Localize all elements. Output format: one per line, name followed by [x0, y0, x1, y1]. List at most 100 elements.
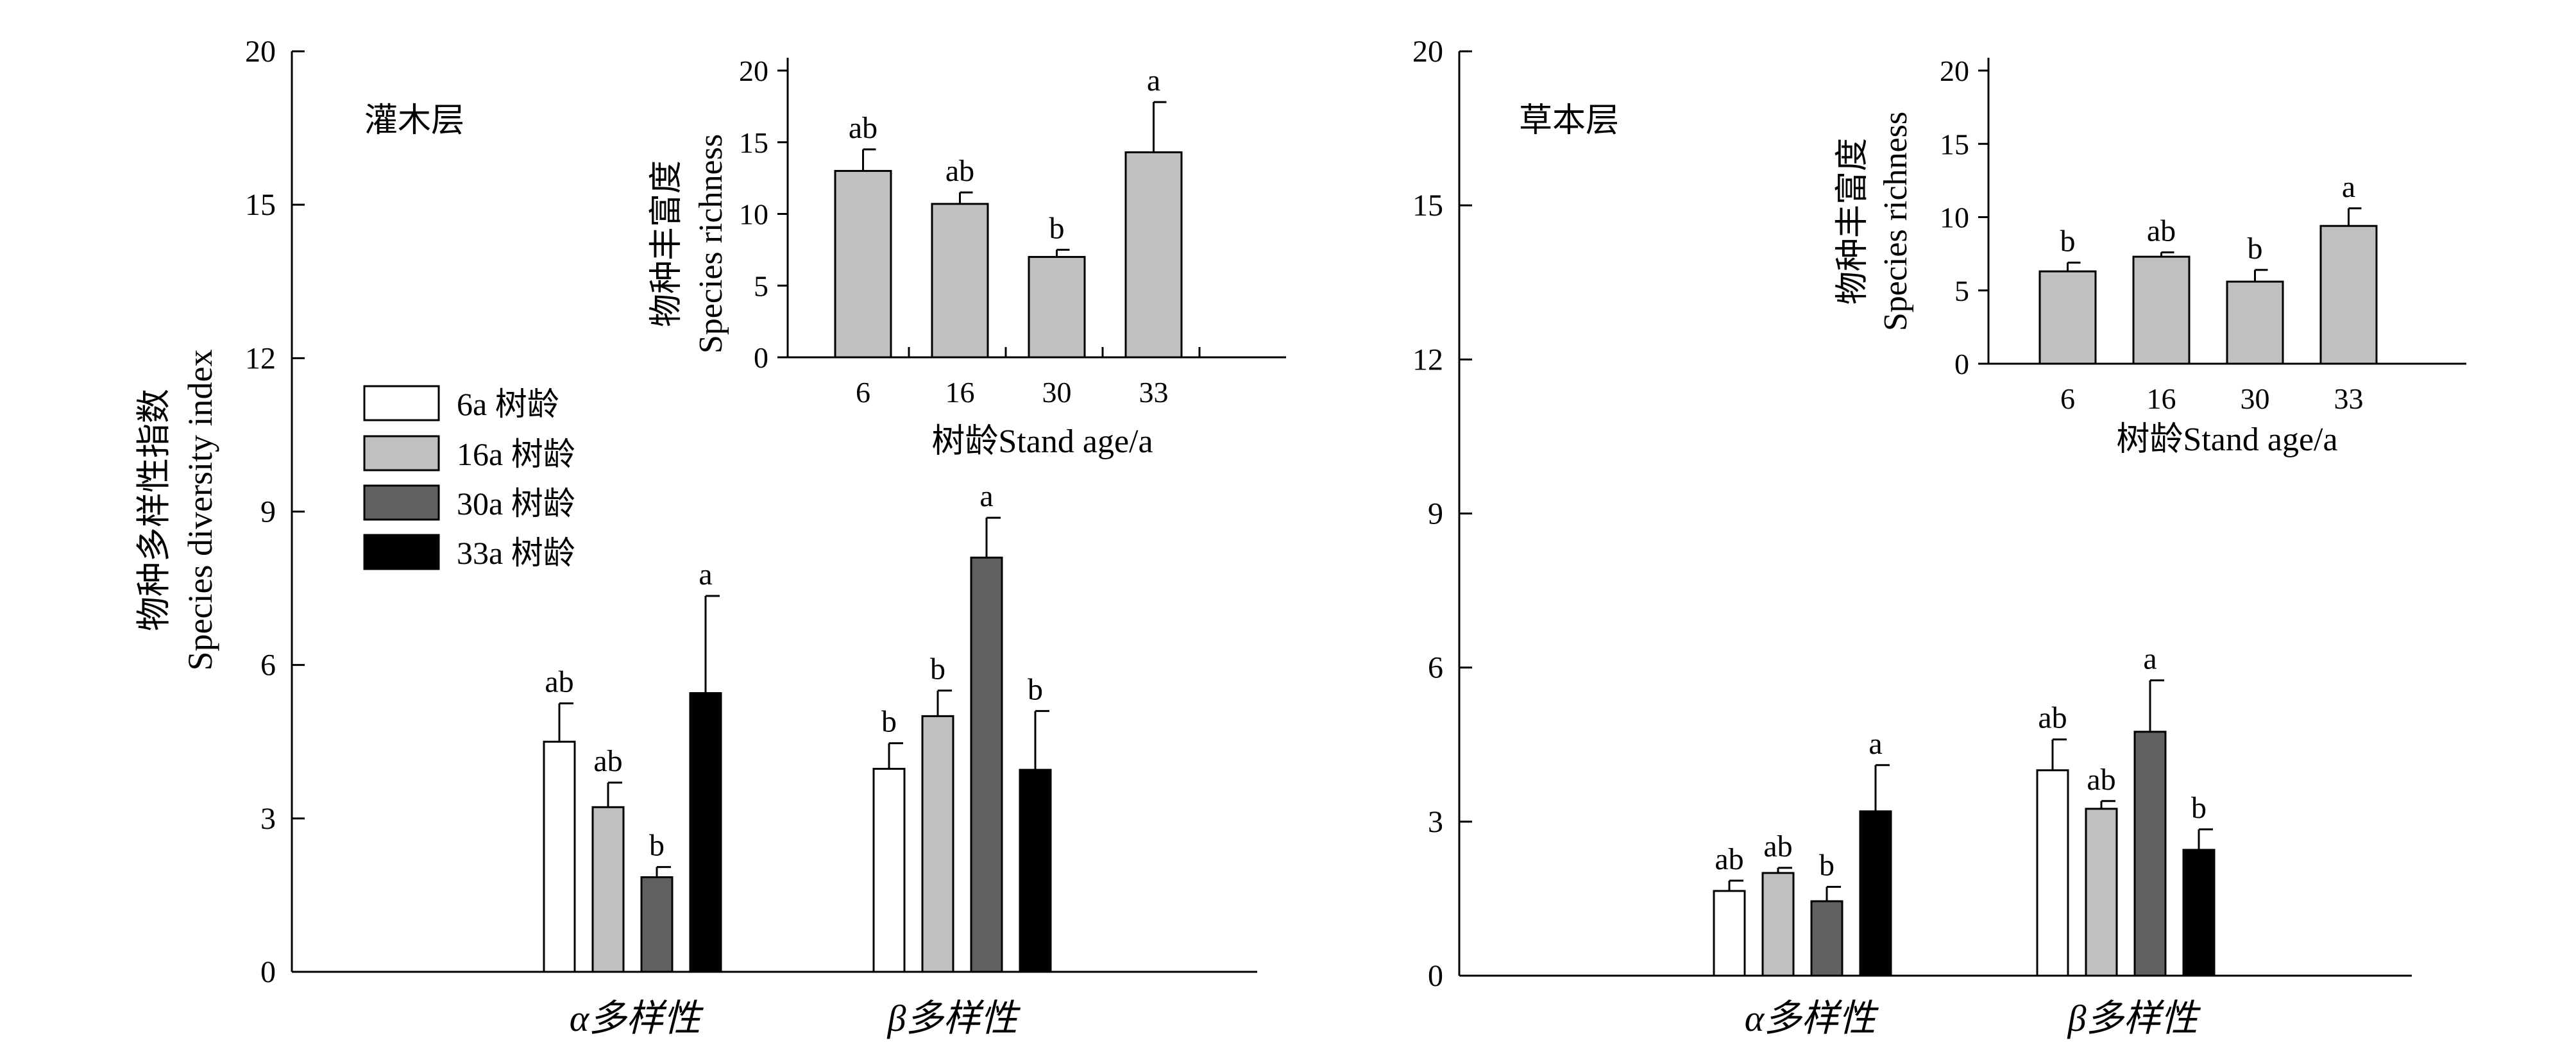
bar	[1713, 890, 1746, 977]
significance-label: ab	[2087, 763, 2115, 797]
inset-y-tick-label: 10	[1940, 201, 1969, 234]
legend-label-16a: 16a 树龄	[457, 436, 575, 472]
inset-y-tick-label: 15	[739, 126, 768, 159]
inset-significance-label: a	[1147, 64, 1160, 98]
y-tick-label: 15	[1412, 189, 1443, 223]
significance-label: ab	[1763, 829, 1792, 863]
inset-bar	[1124, 151, 1183, 359]
bar	[1761, 872, 1795, 977]
legend-swatch-16a	[363, 435, 440, 471]
x-category-label: α多样性	[570, 997, 704, 1039]
significance-label: ab	[545, 665, 573, 699]
significance-label: a	[979, 479, 993, 513]
y-tick-label: 12	[245, 341, 276, 375]
inset-y-tick-label: 0	[754, 341, 768, 374]
inset-x-tick-label: 33	[1139, 376, 1169, 409]
inset-ylabel-cn-shrub: 物种丰富度	[648, 160, 685, 327]
bar	[591, 806, 625, 973]
inset-significance-label: b	[2248, 232, 2263, 266]
significance-label: b	[881, 705, 897, 739]
bar	[2182, 849, 2216, 977]
y-tick-label: 6	[1428, 651, 1443, 685]
significance-label: b	[649, 829, 665, 863]
significance-label: b	[1028, 672, 1043, 706]
inset-xlabel-shrub: 树龄Stand age/a	[931, 423, 1153, 460]
legend-swatch-30a	[363, 484, 440, 521]
inset-x-tick-label: 6	[856, 376, 870, 409]
inset-bar	[2226, 280, 2284, 365]
inset-y-tick-label: 20	[1940, 55, 1969, 87]
x-category-label: β多样性	[2067, 997, 2201, 1039]
bar	[921, 715, 954, 973]
inset-significance-label: ab	[2147, 214, 2176, 248]
inset-ylabel-en-shrub: Species richness	[693, 134, 729, 353]
significance-label: a	[1868, 727, 1882, 761]
legend-label-33a: 33a 树龄	[457, 535, 575, 571]
y-tick-label: 20	[1412, 35, 1443, 69]
bar	[543, 740, 576, 973]
y-tick-label: 3	[260, 802, 276, 836]
y-tick-label: 0	[1428, 959, 1443, 993]
inset-bar	[2132, 255, 2190, 365]
x-category-label: α多样性	[1745, 997, 1879, 1039]
inset-significance-label: ab	[945, 154, 974, 188]
inset-y-tick-label: 15	[1940, 128, 1969, 160]
inset-y-tick-label: 10	[739, 198, 768, 231]
significance-label: a	[699, 557, 712, 591]
inset-significance-label: a	[2342, 170, 2355, 204]
significance-label: b	[1819, 849, 1835, 883]
legend-swatch-33a	[363, 534, 440, 570]
inset-significance-label: b	[1049, 211, 1065, 245]
y-tick-label: 0	[260, 955, 276, 989]
inset-chart: 0 5 10 15 20 ab ab b a 6 16 30 33	[739, 55, 1286, 409]
inset-bar	[834, 169, 892, 359]
inset-x-tick-label: 33	[2334, 382, 2364, 415]
legend: 6a 树龄 16a 树龄 30a 树龄 33a 树龄	[363, 385, 575, 571]
y-tick-label: 3	[1428, 805, 1443, 839]
y-tick-label: 15	[245, 188, 276, 222]
panel-title-herb: 草本层	[1519, 103, 1619, 139]
inset-y-tick-label: 5	[1954, 275, 1969, 307]
significance-label: b	[2191, 791, 2207, 825]
inset-x-tick-label: 16	[945, 376, 975, 409]
x-category-label: β多样性	[887, 997, 1021, 1039]
bar	[970, 556, 1003, 973]
y-tick-label: 6	[260, 649, 276, 683]
inset-bar	[931, 203, 989, 359]
y-tick-label: 9	[260, 495, 276, 529]
significance-label: b	[930, 652, 945, 686]
inset-x-tick-label: 30	[2241, 382, 2270, 415]
legend-swatch-6a	[363, 385, 440, 421]
inset-x-tick-label: 6	[2060, 382, 2075, 415]
inset-bar	[2319, 225, 2378, 365]
inset-ylabel-cn-herb: 物种丰富度	[1835, 138, 1871, 305]
inset-bar	[1028, 256, 1086, 359]
y-tick-label: 9	[1428, 497, 1443, 531]
bar	[872, 768, 906, 973]
inset-bar	[2038, 270, 2097, 365]
bar	[2085, 808, 2118, 977]
bar	[1810, 900, 1843, 977]
bar	[1859, 810, 1892, 977]
bar	[1019, 768, 1052, 973]
bar	[640, 876, 674, 973]
inset-xlabel-herb: 树龄Stand age/a	[2116, 421, 2337, 458]
panel-title-shrub: 灌木层	[364, 103, 464, 139]
y-axis-title-en: Species diversity index	[181, 350, 219, 671]
inset-y-tick-label: 5	[754, 269, 768, 302]
bar	[2133, 731, 2167, 977]
significance-label: ab	[1715, 842, 1743, 876]
inset-x-tick-label: 16	[2147, 382, 2176, 415]
inset-ylabel-en-herb: Species richness	[1877, 112, 1914, 331]
y-axis-title-cn: 物种多样性指数	[135, 389, 173, 631]
significance-label: ab	[593, 744, 622, 778]
y-tick-label: 20	[245, 35, 276, 69]
bar	[2036, 769, 2069, 977]
significance-label: ab	[2038, 701, 2067, 735]
significance-label: a	[2143, 642, 2157, 676]
inset-y-tick-label: 20	[739, 55, 768, 87]
inset-x-tick-label: 30	[1042, 376, 1072, 409]
